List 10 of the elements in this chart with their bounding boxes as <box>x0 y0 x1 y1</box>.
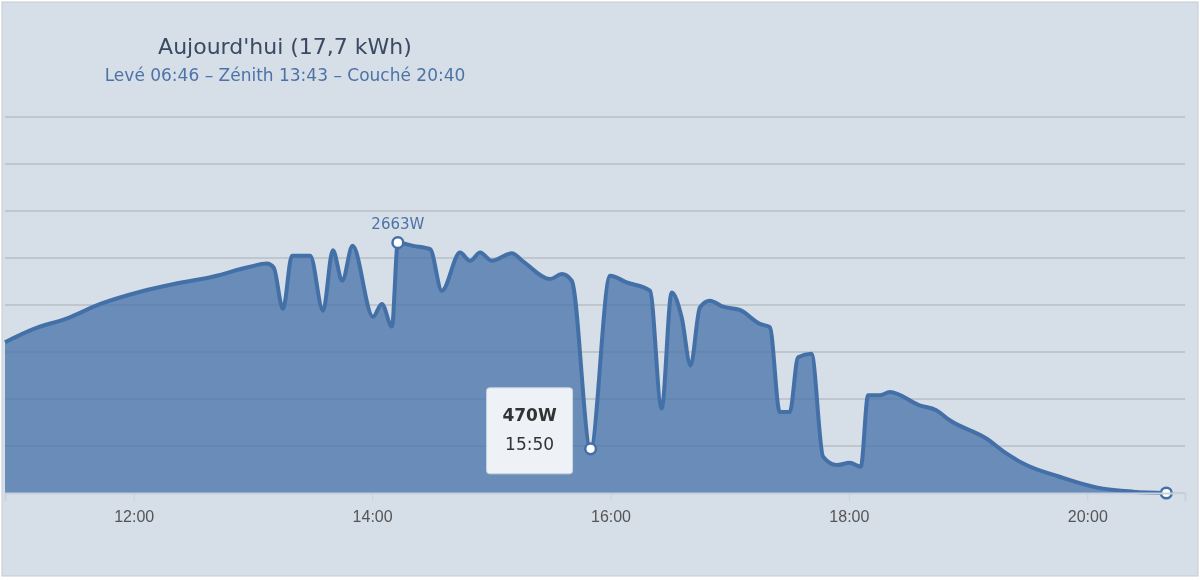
x-tick-label: 14:00 <box>352 508 393 526</box>
x-tick-label: 12:00 <box>114 508 155 526</box>
chart-subtitle: Levé 06:46 – Zénith 13:43 – Couché 20:40 <box>104 65 466 85</box>
annotation: 470W <box>502 404 557 425</box>
annotation: 15:50 <box>505 433 555 454</box>
chart-title: Aujourd'hui (17,7 kWh) <box>158 34 412 59</box>
x-tick-label: 20:00 <box>1067 508 1108 526</box>
x-tick-label: 16:00 <box>590 508 632 526</box>
x-tick-label: 18:00 <box>829 508 870 526</box>
data-label: 2663W <box>371 214 425 233</box>
